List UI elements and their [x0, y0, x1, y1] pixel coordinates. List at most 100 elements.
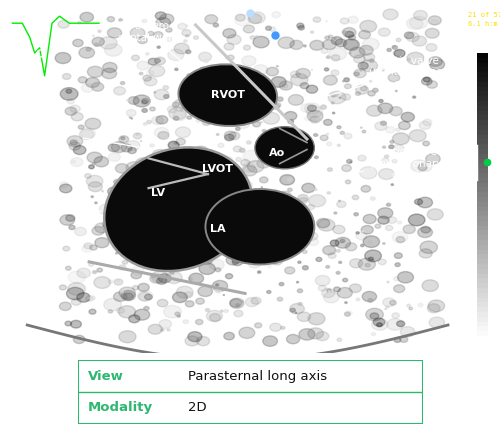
- Circle shape: [175, 236, 176, 237]
- Circle shape: [297, 134, 302, 138]
- Circle shape: [121, 144, 132, 152]
- Circle shape: [430, 59, 444, 70]
- Circle shape: [209, 259, 224, 270]
- Circle shape: [423, 119, 432, 125]
- Circle shape: [87, 152, 102, 163]
- Circle shape: [387, 48, 392, 51]
- Circle shape: [159, 320, 172, 328]
- Circle shape: [264, 155, 277, 165]
- Circle shape: [118, 241, 124, 246]
- Circle shape: [382, 243, 385, 244]
- Circle shape: [238, 181, 252, 190]
- Circle shape: [358, 30, 370, 39]
- Circle shape: [107, 17, 114, 22]
- Circle shape: [164, 95, 169, 98]
- Circle shape: [126, 110, 136, 116]
- Circle shape: [108, 280, 113, 283]
- Circle shape: [234, 146, 241, 152]
- Text: - 0: - 0: [459, 335, 473, 344]
- Text: Mitral valve: Mitral valve: [16, 127, 150, 149]
- Circle shape: [144, 77, 157, 86]
- Circle shape: [295, 148, 300, 151]
- Circle shape: [326, 56, 330, 59]
- Circle shape: [346, 180, 351, 184]
- Circle shape: [374, 318, 385, 326]
- Circle shape: [89, 309, 96, 314]
- Circle shape: [368, 241, 372, 244]
- Circle shape: [210, 96, 216, 100]
- Circle shape: [230, 78, 234, 80]
- Circle shape: [118, 306, 136, 318]
- Circle shape: [122, 260, 128, 264]
- Circle shape: [375, 224, 380, 228]
- Circle shape: [181, 244, 188, 249]
- Circle shape: [58, 21, 69, 28]
- Circle shape: [390, 300, 396, 305]
- Circle shape: [130, 199, 134, 201]
- Circle shape: [80, 128, 96, 139]
- Circle shape: [362, 39, 379, 50]
- Circle shape: [193, 146, 208, 157]
- Circle shape: [262, 112, 280, 124]
- Circle shape: [270, 323, 281, 331]
- Circle shape: [186, 301, 194, 307]
- Circle shape: [418, 197, 432, 208]
- Circle shape: [102, 190, 103, 192]
- Circle shape: [146, 258, 162, 269]
- Circle shape: [196, 298, 204, 304]
- Circle shape: [337, 126, 341, 129]
- Circle shape: [390, 107, 402, 116]
- Circle shape: [140, 141, 141, 142]
- Circle shape: [303, 309, 304, 310]
- Circle shape: [71, 113, 83, 121]
- Circle shape: [243, 150, 260, 162]
- Circle shape: [188, 216, 204, 227]
- Circle shape: [406, 18, 423, 30]
- Bar: [476, 226, 488, 231]
- Circle shape: [60, 285, 66, 290]
- Circle shape: [138, 291, 153, 301]
- Circle shape: [340, 239, 345, 243]
- Circle shape: [174, 116, 178, 120]
- Circle shape: [70, 140, 77, 145]
- Circle shape: [298, 312, 310, 321]
- Circle shape: [344, 84, 352, 89]
- Circle shape: [344, 39, 359, 51]
- Circle shape: [370, 59, 374, 62]
- Circle shape: [230, 298, 244, 308]
- Circle shape: [291, 158, 297, 162]
- Circle shape: [310, 40, 324, 50]
- Circle shape: [144, 294, 152, 300]
- Circle shape: [79, 47, 94, 58]
- Circle shape: [126, 141, 140, 151]
- Circle shape: [163, 86, 168, 89]
- Circle shape: [257, 159, 270, 168]
- Text: 2D: 2D: [10, 304, 20, 313]
- Circle shape: [348, 52, 352, 54]
- Circle shape: [266, 67, 278, 76]
- Circle shape: [196, 104, 199, 106]
- Circle shape: [191, 92, 198, 97]
- Circle shape: [66, 287, 84, 300]
- Circle shape: [119, 331, 136, 343]
- Circle shape: [362, 231, 364, 232]
- Circle shape: [251, 297, 261, 304]
- Circle shape: [382, 298, 395, 306]
- Circle shape: [290, 303, 304, 314]
- Circle shape: [182, 250, 185, 253]
- Circle shape: [310, 116, 320, 123]
- Circle shape: [238, 84, 242, 87]
- Circle shape: [318, 285, 326, 291]
- Circle shape: [274, 103, 281, 107]
- Circle shape: [266, 26, 272, 30]
- Circle shape: [378, 103, 392, 113]
- Circle shape: [240, 223, 242, 224]
- Circle shape: [420, 241, 438, 253]
- Bar: [476, 178, 488, 182]
- Circle shape: [92, 37, 104, 46]
- Circle shape: [331, 37, 342, 45]
- Circle shape: [108, 187, 120, 196]
- Circle shape: [149, 65, 164, 77]
- Circle shape: [394, 277, 399, 281]
- Circle shape: [136, 134, 139, 136]
